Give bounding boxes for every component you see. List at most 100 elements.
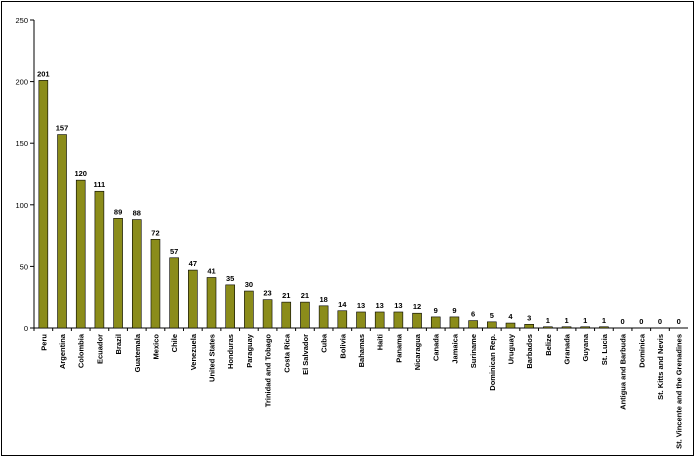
- category-label: Jamaica: [450, 333, 459, 363]
- bars: [38, 80, 609, 329]
- data-label: 1: [602, 316, 606, 325]
- bar: [94, 190, 105, 329]
- category-label: Bolivia: [338, 333, 347, 358]
- bar: [75, 179, 86, 329]
- data-label: 18: [319, 295, 327, 304]
- bar: [393, 311, 404, 329]
- category-label: Uruguay: [506, 333, 515, 364]
- y-tick-label: 50: [20, 262, 28, 271]
- bar: [318, 305, 329, 329]
- category-label: Ecuador: [95, 334, 104, 364]
- data-label: 23: [263, 289, 271, 298]
- data-label: 88: [133, 209, 141, 218]
- category-label: Paraguay: [245, 333, 254, 368]
- category-label: Guyana: [581, 333, 590, 361]
- bar: [188, 269, 198, 329]
- data-label: 41: [207, 266, 215, 275]
- category-label: Nicaragua: [413, 333, 422, 370]
- category-label: Argentina: [58, 333, 67, 369]
- data-label: 3: [527, 313, 531, 322]
- bar: [113, 218, 123, 329]
- data-label: 47: [189, 259, 197, 268]
- y-tick-label: 150: [15, 139, 28, 148]
- data-label: 35: [226, 274, 234, 283]
- bar: [150, 238, 161, 329]
- y-tick-label: 0: [24, 324, 28, 333]
- category-label: Haiti: [376, 334, 385, 350]
- bar: [449, 316, 460, 329]
- data-label: 0: [677, 317, 681, 326]
- category-label: St. Lucia: [600, 333, 609, 365]
- data-label: 21: [282, 291, 290, 300]
- category-label: Dominican Rep.: [488, 334, 497, 391]
- category-label: St. Kitts and Nevis: [656, 334, 665, 400]
- category-label: Granada: [563, 333, 572, 364]
- category-label: Barbados: [525, 334, 534, 369]
- bar: [225, 284, 235, 329]
- bar: [281, 301, 292, 329]
- data-label: 21: [301, 291, 309, 300]
- bar: [543, 326, 553, 329]
- category-label: Costa Rica: [282, 333, 291, 373]
- bar: [169, 257, 179, 329]
- bar: [487, 321, 497, 329]
- bar: [599, 326, 609, 329]
- bar: [468, 320, 478, 329]
- data-label: 5: [490, 311, 494, 320]
- data-label: 111: [94, 180, 106, 189]
- bar: [374, 311, 385, 329]
- bar: [580, 326, 591, 329]
- category-label: Panama: [394, 333, 403, 363]
- data-label: 0: [621, 317, 625, 326]
- category-label: Brazil: [114, 334, 123, 354]
- bar: [412, 312, 422, 329]
- bar: [57, 134, 67, 329]
- data-label: 6: [471, 310, 475, 319]
- data-label: 72: [151, 228, 159, 237]
- data-label: 9: [452, 306, 456, 315]
- category-label: Antigua and Barbuda: [619, 333, 628, 410]
- data-label: 0: [658, 317, 662, 326]
- bar: [244, 290, 254, 329]
- data-label: 14: [338, 300, 347, 309]
- data-label: 157: [56, 124, 69, 133]
- bar: [524, 324, 534, 329]
- bar: [561, 326, 572, 329]
- y-tick-label: 200: [15, 78, 28, 87]
- data-label: 4: [508, 312, 513, 321]
- category-label: Mexico: [151, 334, 160, 360]
- category-label: Belize: [544, 334, 553, 356]
- category-label: United States: [208, 334, 217, 382]
- category-label: Venezuela: [189, 333, 198, 370]
- bar: [206, 277, 217, 329]
- data-label: 30: [245, 280, 253, 289]
- category-label: Colombia: [77, 333, 86, 368]
- category-label: Bahamas: [357, 334, 366, 367]
- category-label: Suriname: [469, 334, 478, 368]
- data-label: 57: [170, 247, 178, 256]
- bar: [131, 219, 142, 329]
- data-label: 89: [114, 207, 122, 216]
- data-label: 1: [564, 316, 568, 325]
- y-tick-label: 100: [15, 201, 28, 210]
- data-label: 12: [413, 302, 421, 311]
- category-label: Dominica: [637, 333, 646, 368]
- data-label: 13: [357, 301, 365, 310]
- bar: [337, 310, 348, 329]
- bar: [430, 316, 441, 329]
- data-label: 1: [546, 316, 550, 325]
- bar: [38, 80, 49, 329]
- category-label: Guatemala: [133, 333, 142, 372]
- data-label: 0: [639, 317, 643, 326]
- category-label: El Salvador: [301, 334, 310, 375]
- data-label: 1: [583, 316, 587, 325]
- category-label: Peru: [39, 334, 48, 351]
- labels: 201Peru157Argentina120Colombia111Ecuador…: [37, 69, 684, 449]
- data-label: 13: [376, 301, 384, 310]
- category-label: Canada: [432, 333, 441, 361]
- bar: [300, 301, 310, 329]
- y-tick-label: 250: [15, 16, 28, 25]
- category-label: Trinidad and Tobago: [264, 334, 273, 408]
- data-label: 9: [434, 306, 438, 315]
